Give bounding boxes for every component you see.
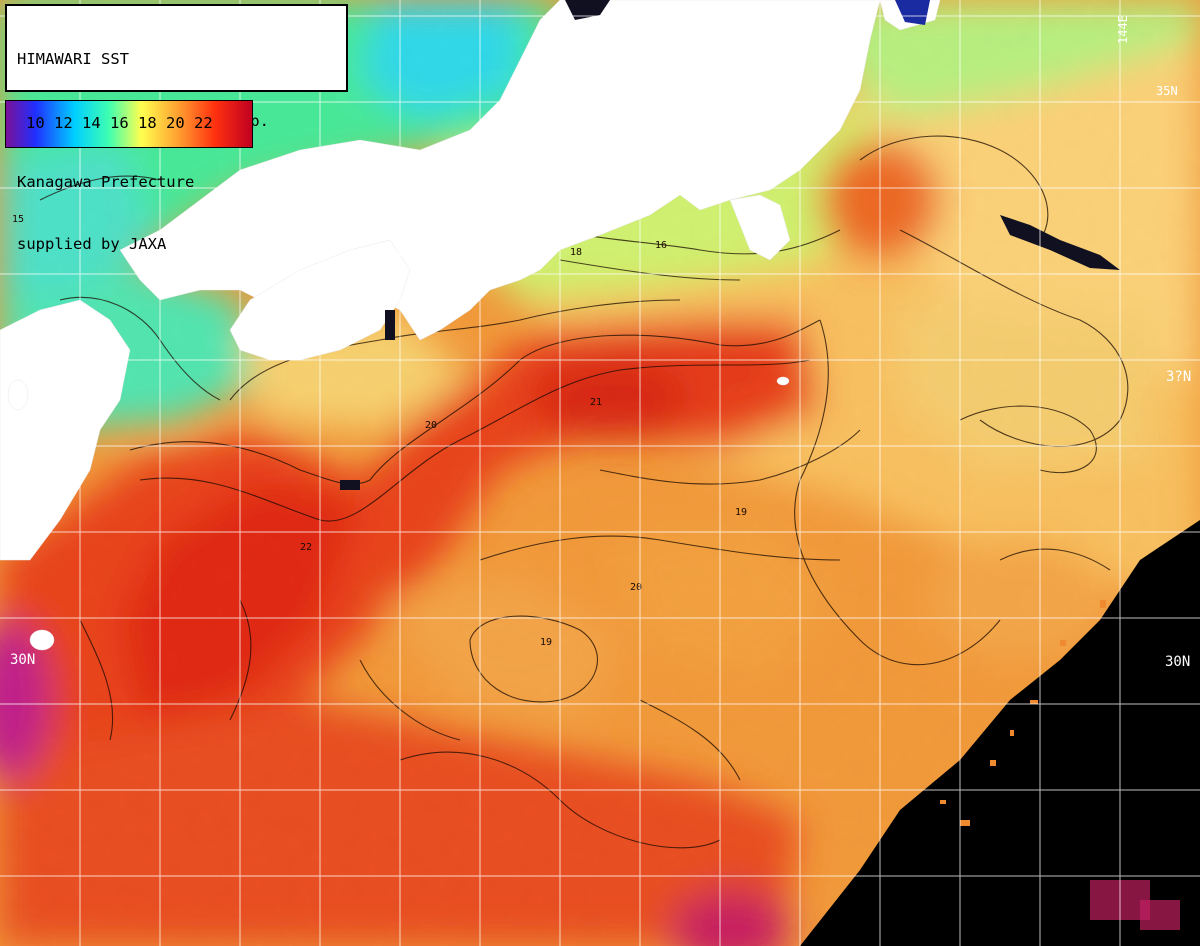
info-supplier: supplied by JAXA bbox=[17, 234, 167, 253]
contour-label: 22 bbox=[300, 542, 312, 553]
lon-label-144e: 144E bbox=[1116, 15, 1130, 44]
info-prefecture: Kanagawa Prefecture bbox=[17, 173, 195, 191]
contour-label: 20 bbox=[630, 582, 642, 593]
land-izu bbox=[729, 194, 791, 261]
magenta-speckles bbox=[1090, 880, 1180, 930]
contour-label: 19 bbox=[735, 507, 747, 518]
lat-label-30n-left: 30N bbox=[10, 652, 36, 668]
contour-label: 21 bbox=[590, 397, 602, 408]
legend-label: 20 bbox=[166, 114, 185, 132]
legend-label: 12 bbox=[54, 114, 73, 132]
legend-gradient bbox=[6, 101, 252, 147]
dark-patches bbox=[340, 0, 1120, 490]
land-kyushu bbox=[0, 299, 131, 561]
legend-labels: 10 12 14 16 18 20 22 bbox=[26, 114, 222, 132]
contour-label: 19 bbox=[540, 637, 552, 648]
land-masses bbox=[0, 0, 941, 651]
contour-label: 18 bbox=[570, 247, 582, 258]
temperature-legend: 10 12 14 16 18 20 22 bbox=[5, 100, 253, 148]
info-box: HIMAWARI SST 2025/04/29 08(UTC) 3H Comp.… bbox=[5, 4, 348, 253]
contour-label: 15 bbox=[12, 214, 24, 225]
lat-label-33n-right: 3?N bbox=[1166, 369, 1192, 385]
land-island bbox=[776, 376, 790, 386]
legend-label: 22 bbox=[194, 114, 213, 132]
legend-label: 18 bbox=[138, 114, 157, 132]
no-data-region bbox=[800, 520, 1200, 946]
lat-label-30n-right: 30N bbox=[1165, 654, 1191, 670]
lat-label-35n-right: 35N bbox=[1156, 84, 1178, 98]
land-island bbox=[29, 629, 55, 651]
no-data-speckles bbox=[940, 600, 1106, 826]
contour-label: 16 bbox=[655, 240, 667, 251]
legend-label: 16 bbox=[110, 114, 129, 132]
info-title: HIMAWARI SST bbox=[17, 50, 129, 68]
land-island bbox=[7, 379, 29, 411]
contour-label: 20 bbox=[425, 420, 437, 431]
legend-label: 14 bbox=[82, 114, 101, 132]
legend-label: 10 bbox=[26, 114, 45, 132]
